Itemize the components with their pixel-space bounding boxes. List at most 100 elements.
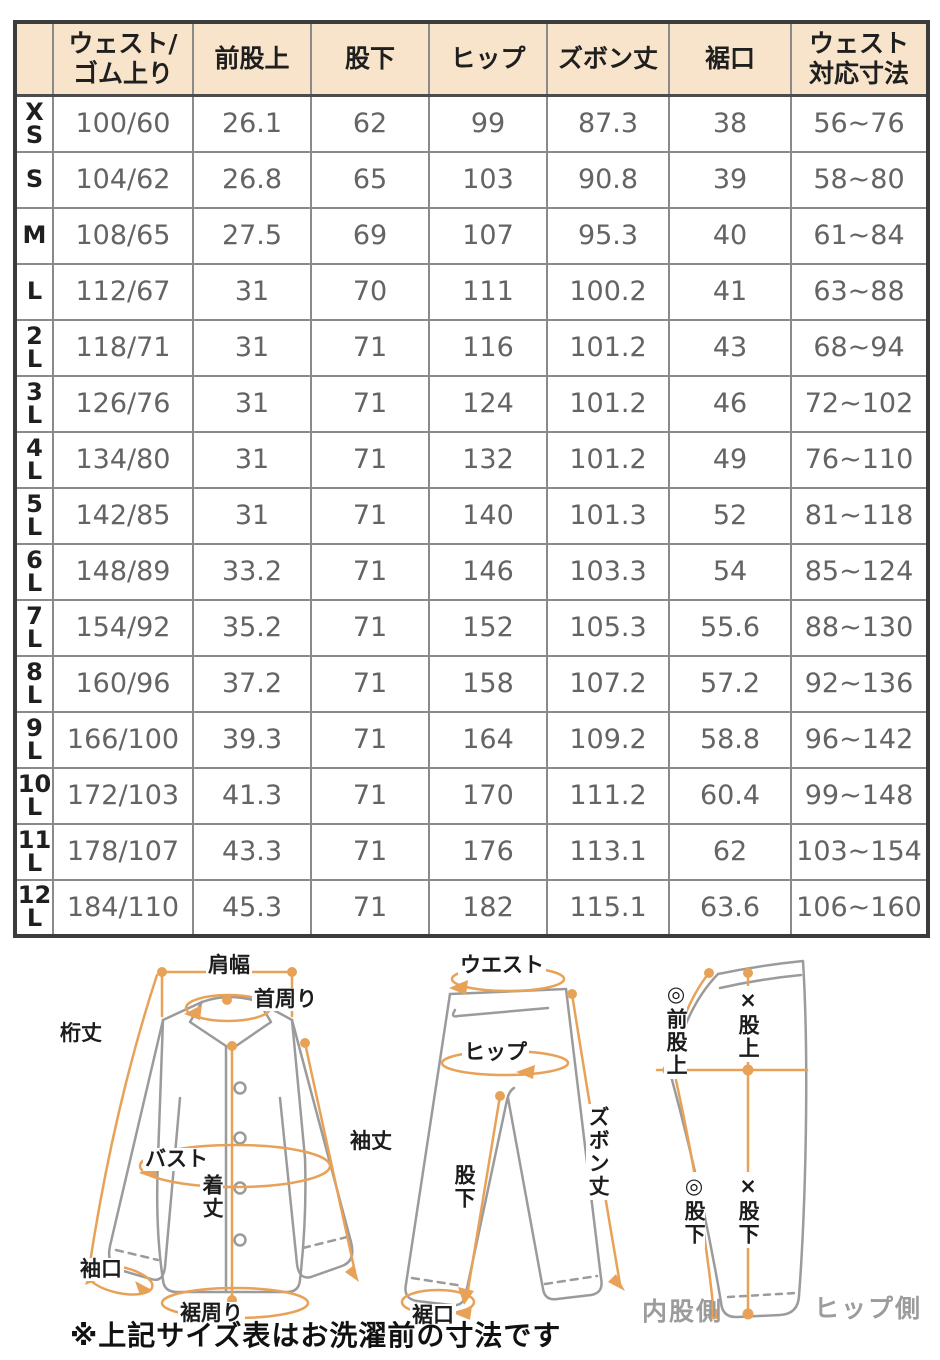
table-row: 6 L 148/89 33.2 71 146 103.3 54 85~124: [14, 542, 929, 601]
sleeve-length-label: 袖丈: [348, 1129, 394, 1154]
table-row: 11 L 178/107 43.3 71 176 113.1 62 103~15…: [14, 822, 929, 881]
front-rise-cell: 31: [192, 374, 312, 433]
front-rise-cell: 27.5: [192, 206, 312, 265]
waist-elastic-cell: 172/103: [52, 766, 194, 825]
header-cell-front-rise: 前股上: [192, 21, 312, 97]
sleeve-length-line: [303, 1041, 357, 1274]
pants-length-cell: 115.1: [546, 878, 670, 937]
cross-inseam-label: ×股下: [736, 1172, 761, 1248]
front-rise-cell: 31: [192, 486, 312, 545]
fit-range-cell: 76~110: [790, 430, 929, 489]
front-rise-cell: 33.2: [192, 542, 312, 601]
fit-range-cell: 61~84: [790, 206, 929, 265]
hem-cell: 63.6: [668, 878, 792, 937]
waist-elastic-cell: 108/65: [52, 206, 194, 265]
measurement-diagram-art: [85, 959, 809, 1324]
inseam-cell: 71: [310, 878, 430, 937]
shirt-left-cuff-dash: [114, 1248, 160, 1262]
front-rise-cell: 31: [192, 430, 312, 489]
fit-range-cell: 58~80: [790, 150, 929, 209]
inseam-label: 股下: [452, 1162, 477, 1212]
hem-cell: 62: [668, 822, 792, 881]
waist-elastic-cell: 104/62: [52, 150, 194, 209]
pants-length-cell: 95.3: [546, 206, 670, 265]
pants-length-cell: 101.2: [546, 430, 670, 489]
hip-cell: 176: [428, 822, 548, 881]
hem-cell: 57.2: [668, 654, 792, 713]
inseam-cell: 62: [310, 94, 430, 153]
waist-elastic-cell: 142/85: [52, 486, 194, 545]
waist-elastic-cell: 178/107: [52, 822, 194, 881]
size-label: 2 L: [14, 318, 54, 377]
header-cell-inseam: 股下: [310, 21, 430, 97]
header-cell-hip: ヒップ: [428, 21, 548, 97]
pants-length-cell: 100.2: [546, 262, 670, 321]
pants-length-cell: 107.2: [546, 654, 670, 713]
header-cell-hem: 裾口: [668, 21, 792, 97]
size-label: 7 L: [14, 598, 54, 657]
fit-range-cell: 88~130: [790, 598, 929, 657]
size-label: X S: [14, 94, 54, 153]
hem-cell: 55.6: [668, 598, 792, 657]
inseam-cell: 71: [310, 710, 430, 769]
table-row: 7 L 154/92 35.2 71 152 105.3 55.6 88~130: [14, 598, 929, 657]
size-label: 6 L: [14, 542, 54, 601]
inseam-line: [465, 1094, 502, 1298]
neck-girth-label: 首周り: [252, 987, 319, 1012]
inseam-cell: 71: [310, 486, 430, 545]
wash-note: ※上記サイズ表はお洗濯前の寸法です: [70, 1319, 562, 1352]
pants-length-cell: 111.2: [546, 766, 670, 825]
inseam-cell: 71: [310, 430, 430, 489]
inseam-cell: 71: [310, 766, 430, 825]
hip-cell: 124: [428, 374, 548, 433]
inner-inseam-label: ◎股下: [682, 1172, 707, 1248]
fit-range-cell: 106~160: [790, 878, 929, 937]
front-rise-cell: 43.3: [192, 822, 312, 881]
size-label: 9 L: [14, 710, 54, 769]
hem-cell: 43: [668, 318, 792, 377]
table-row: 2 L 118/71 31 71 116 101.2 43 68~94: [14, 318, 929, 377]
front-rise-label: ◎前股上: [664, 980, 689, 1079]
inseam-cell: 71: [310, 374, 430, 433]
table-row: M 108/65 27.5 69 107 95.3 40 61~84: [14, 206, 929, 265]
inner-side-label: 内股側: [642, 1297, 724, 1326]
hip-cell: 140: [428, 486, 548, 545]
pants-length-cell: 109.2: [546, 710, 670, 769]
header-cell-fit-range: ウェスト 対応寸法: [790, 21, 929, 97]
fit-range-cell: 96~142: [790, 710, 929, 769]
front-rise-cell: 37.2: [192, 654, 312, 713]
table-row: 4 L 134/80 31 71 132 101.2 49 76~110: [14, 430, 929, 489]
inseam-cell: 71: [310, 598, 430, 657]
header-row: ウェスト/ ゴム上り 前股上 股下 ヒップ ズボン丈 裾口 ウェスト 対応寸法: [14, 21, 929, 97]
hem-cell: 38: [668, 94, 792, 153]
fit-range-cell: 85~124: [790, 542, 929, 601]
hem-cell: 39: [668, 150, 792, 209]
fit-range-cell: 103~154: [790, 822, 929, 881]
front-rise-cell: 26.8: [192, 150, 312, 209]
size-table-header: ウェスト/ ゴム上り 前股上 股下 ヒップ ズボン丈 裾口 ウェスト 対応寸法: [14, 21, 929, 97]
shirt-button: [233, 1131, 247, 1145]
size-label: 10 L: [14, 766, 54, 825]
pants-side-waistband: [718, 973, 803, 990]
waist-label: ウエスト: [458, 953, 546, 978]
pants-length-cell: 101.2: [546, 318, 670, 377]
bust-label: バスト: [143, 1147, 210, 1172]
pants-right-leg: [506, 987, 603, 1301]
waist-elastic-cell: 100/60: [52, 94, 194, 153]
waist-elastic-cell: 126/76: [52, 374, 194, 433]
cross-rise-label: ×股上: [736, 986, 761, 1062]
front-rise-cell: 31: [192, 318, 312, 377]
front-rise-cell: 41.3: [192, 766, 312, 825]
inseam-cell: 71: [310, 542, 430, 601]
waist-elastic-cell: 134/80: [52, 430, 194, 489]
pants-length-cell: 90.8: [546, 150, 670, 209]
hip-cell: 107: [428, 206, 548, 265]
hem-cell: 58.8: [668, 710, 792, 769]
header-cell-waist-elastic: ウェスト/ ゴム上り: [52, 21, 194, 97]
hem-cell: 40: [668, 206, 792, 265]
hem-cell: 46: [668, 374, 792, 433]
inseam-cell: 71: [310, 822, 430, 881]
pants-length-cell: 87.3: [546, 94, 670, 153]
hip-cell: 111: [428, 262, 548, 321]
size-label: 12 L: [14, 878, 54, 937]
